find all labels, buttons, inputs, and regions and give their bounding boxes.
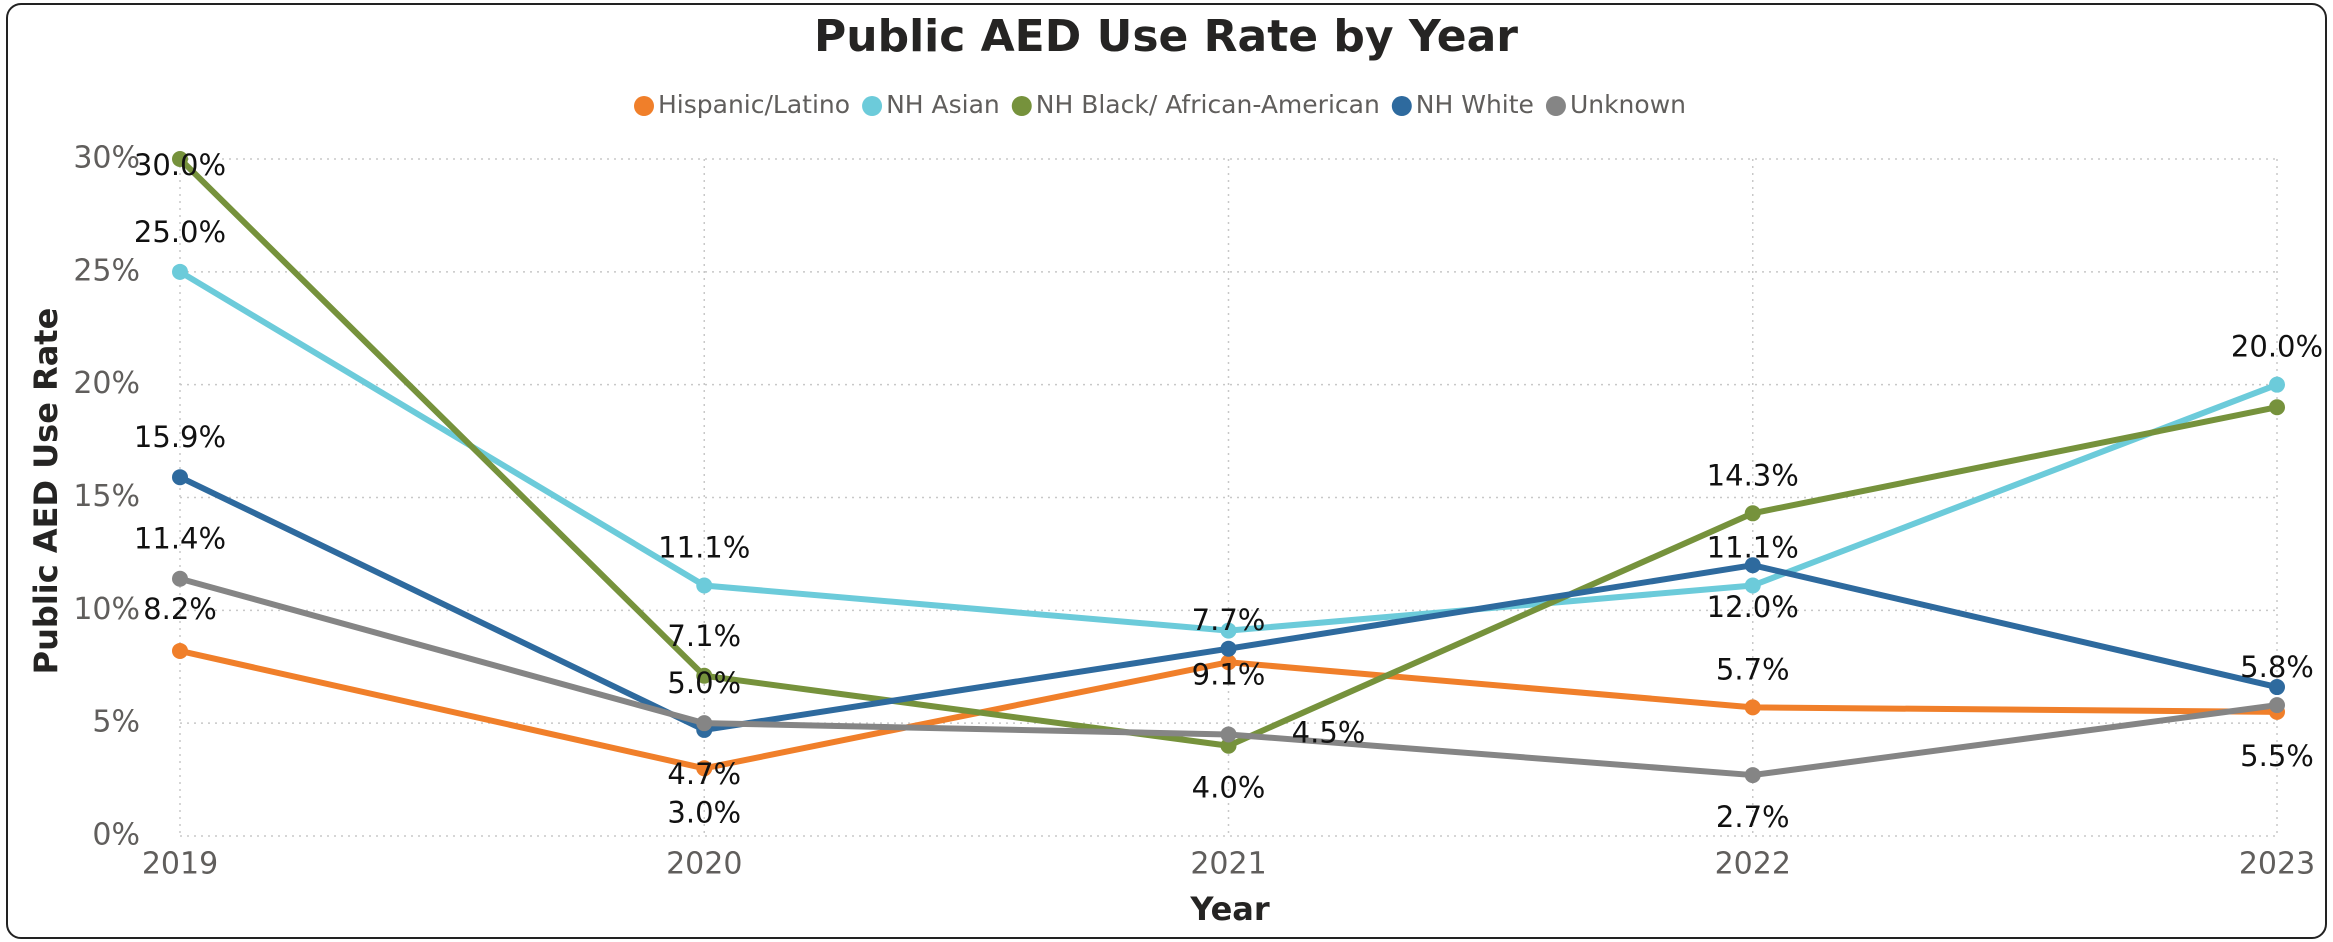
data-point [1220,726,1237,743]
data-point [1220,737,1237,754]
data-label: 7.1% [667,619,741,653]
data-label: 5.8% [2240,650,2314,684]
y-tick-label: 5% [92,705,140,740]
legend-label: NH Asian [886,90,1000,119]
data-point [1744,577,1761,594]
data-point [1744,767,1761,784]
frame [6,3,2327,939]
data-point [1220,640,1237,657]
legend-marker [1391,96,1412,116]
x-tick-label: 2023 [2239,847,2315,882]
y-tick-label: 15% [73,479,140,514]
data-point [1744,505,1761,522]
x-tick-label: 2022 [1715,847,1791,882]
data-point [172,642,188,659]
y-tick-label: 10% [73,592,140,627]
data-point [2269,679,2285,696]
data-point [2269,697,2285,714]
data-label: 14.3% [1707,458,1799,492]
legend-marker [634,96,654,116]
data-label: 25.0% [134,215,226,249]
data-point [1744,699,1761,716]
legend-label: NH Black/ African-American [1036,90,1380,119]
data-point [2269,376,2285,393]
data-point [172,151,188,167]
data-label: 12.0% [1707,590,1799,624]
data-label: 11.1% [1707,531,1799,565]
y-axis-title: Public AED Use Rate [27,308,65,675]
x-tick-label: 2020 [666,847,742,882]
data-label: 11.4% [134,522,226,556]
data-label: 7.7% [1192,603,1266,637]
y-tick-label: 0% [92,818,140,853]
legend-label: Unknown [1570,90,1686,119]
data-label: 15.9% [134,420,226,454]
x-tick-label: 2021 [1190,847,1266,882]
chart-title: Public AED Use Rate by Year [814,11,1518,62]
x-tick-label: 2019 [142,847,218,882]
data-point [696,577,713,594]
data-label: 5.5% [2240,739,2314,773]
y-tick-label: 25% [73,253,140,288]
data-label: 8.2% [143,592,217,626]
data-point [172,263,188,280]
data-point [1220,654,1237,671]
legend: Hispanic/Latino NH Asian NH Black/ African… [634,90,1686,119]
legend-marker [1011,96,1032,116]
data-label: 5.7% [1716,652,1790,686]
data-point [1220,622,1237,639]
legend-label: Hispanic/Latino [658,90,850,119]
data-label: 5.0% [667,666,741,700]
data-label: 2.7% [1716,800,1790,834]
data-point [1744,557,1761,574]
data-label: 30.0% [134,148,226,182]
y-tick-label: 20% [73,366,140,401]
data-label: 4.7% [667,757,741,791]
data-point [2269,399,2285,416]
data-point [696,667,713,684]
x-axis-title: Year [1189,890,1270,928]
data-label: 9.1% [1192,658,1266,692]
legend-label: NH White [1416,90,1534,119]
data-point [172,469,188,486]
data-label: 20.0% [2231,330,2323,364]
data-point [696,715,713,732]
y-tick-label: 30% [73,141,140,176]
data-label: 4.0% [1192,771,1266,805]
data-label: 11.1% [658,531,750,565]
legend-marker [1545,96,1566,116]
legend-marker [862,96,883,116]
data-label: 3.0% [667,795,741,829]
data-label: 4.5% [1292,715,1366,749]
data-point [172,570,188,587]
data-point [696,760,713,777]
